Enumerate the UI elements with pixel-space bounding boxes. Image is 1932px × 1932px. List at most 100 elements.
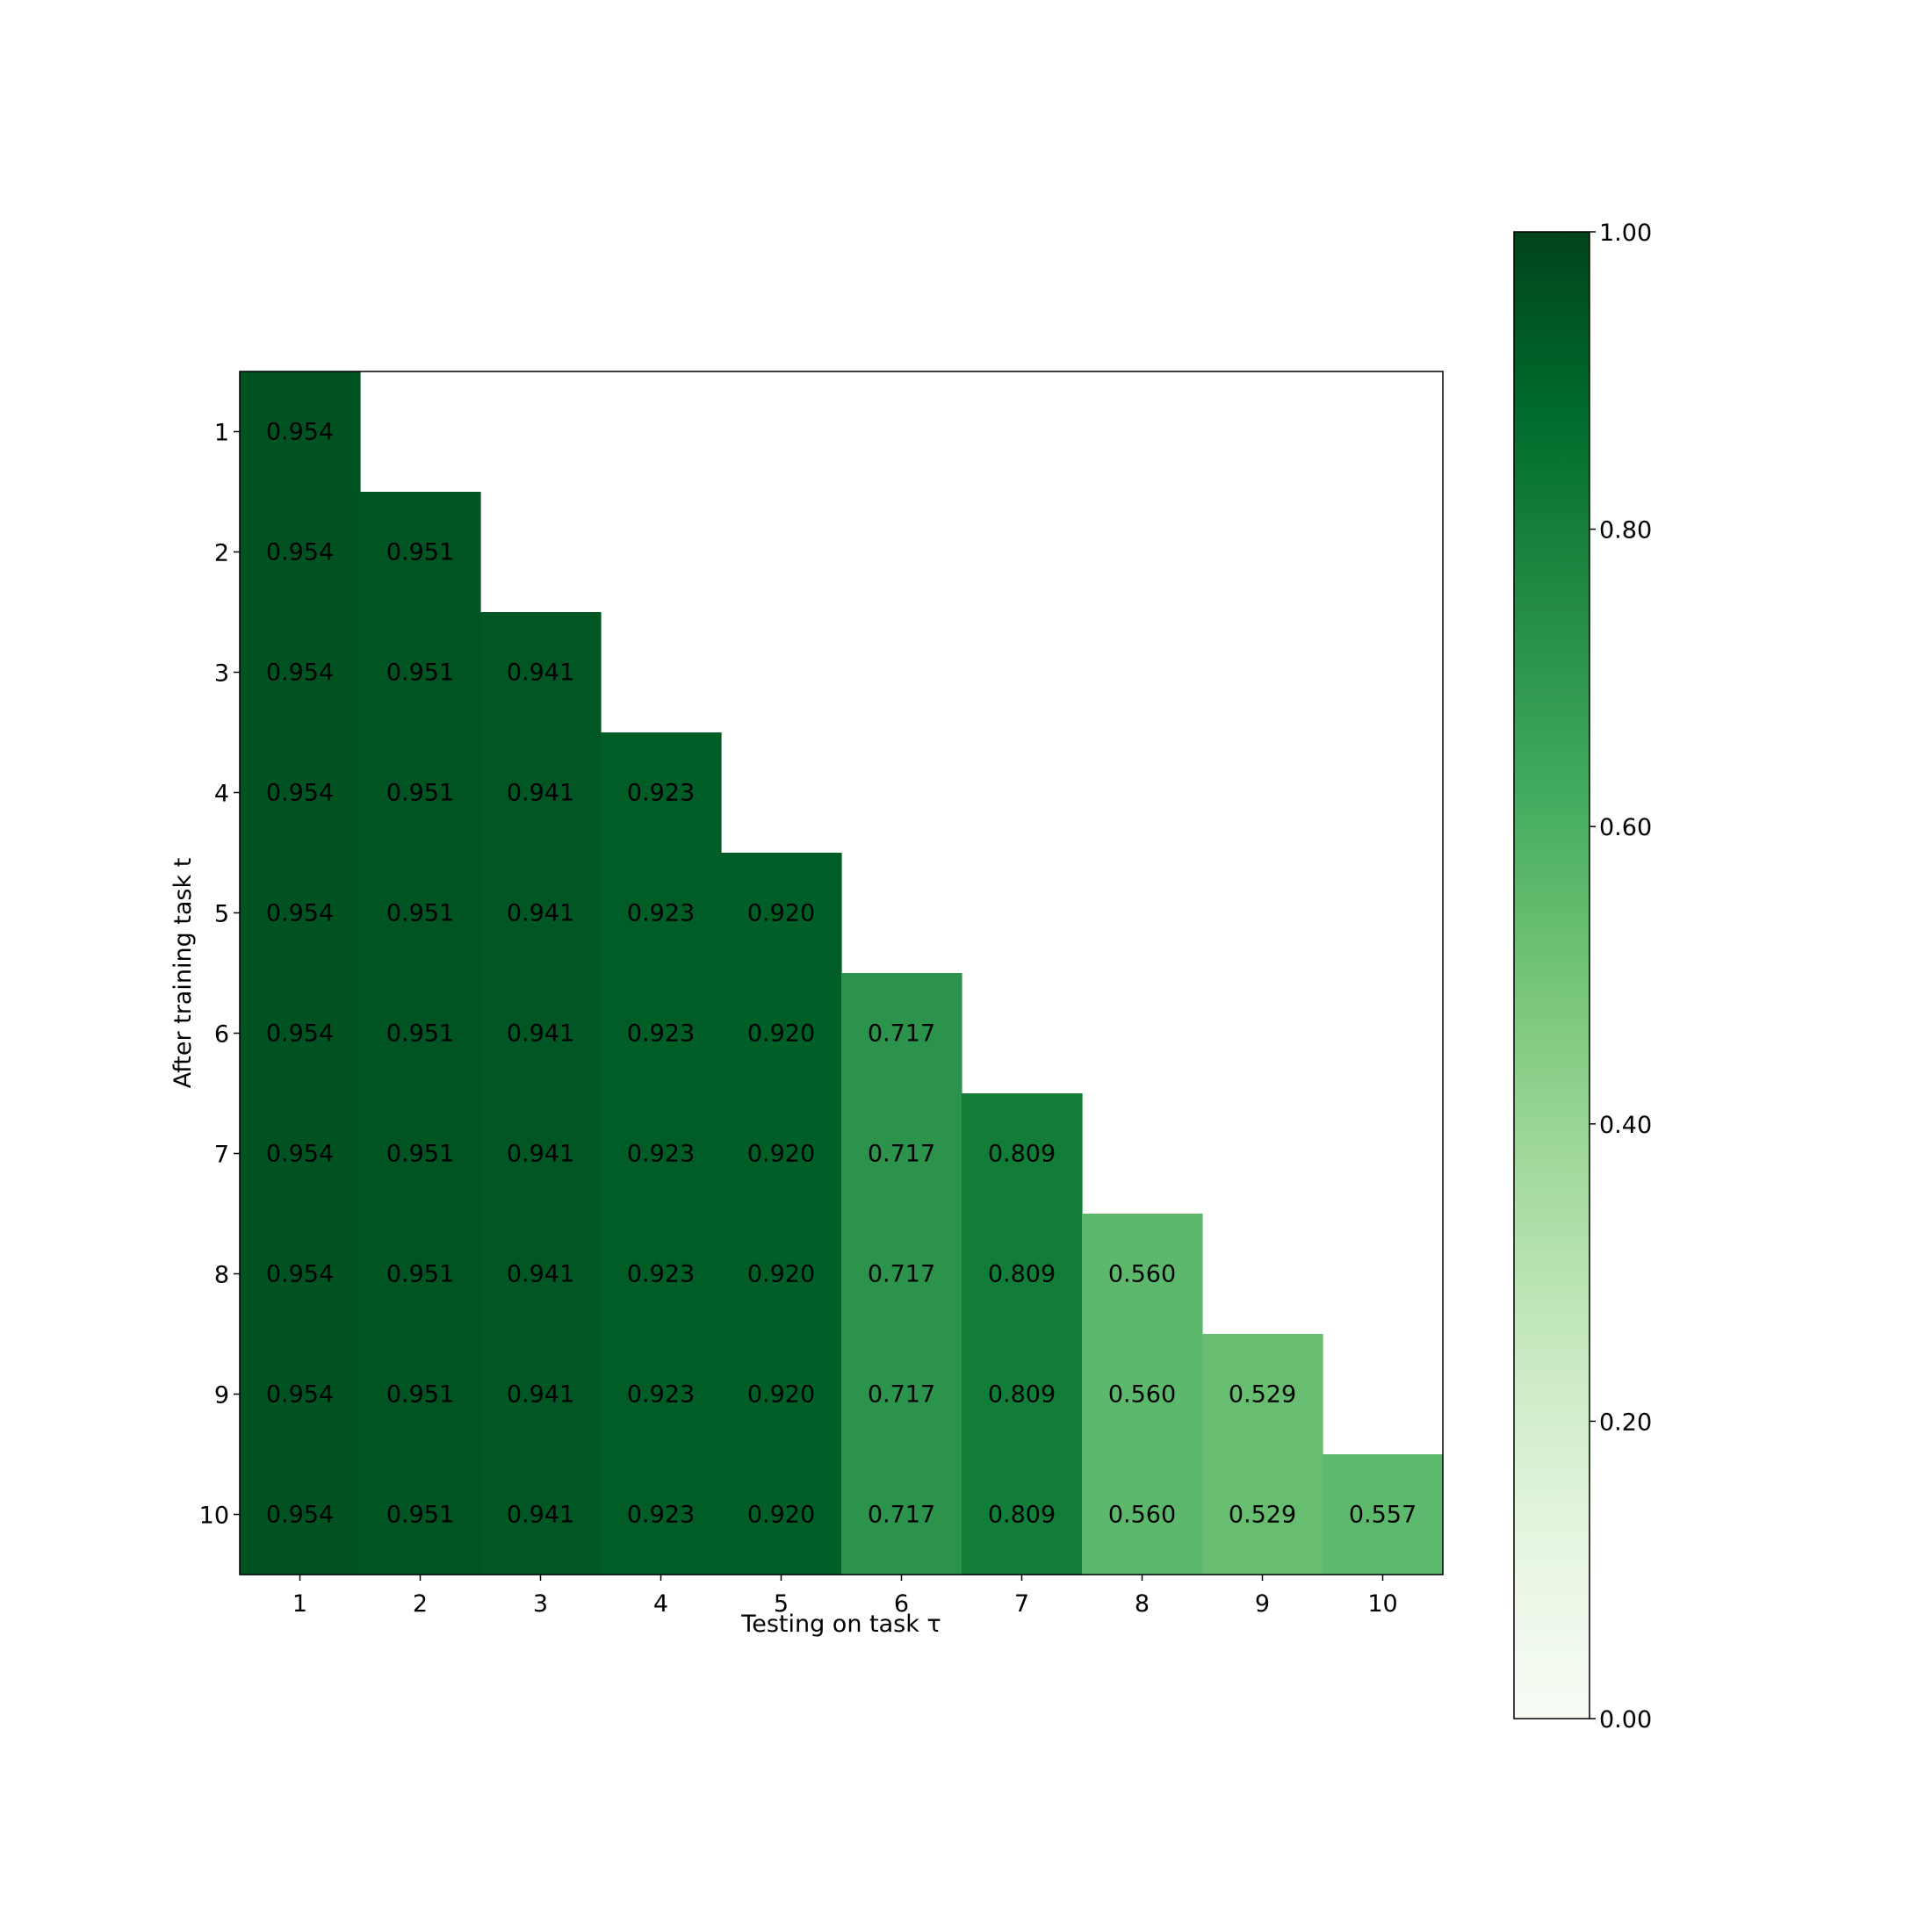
heatmap-cell [240,1334,361,1455]
colorbar-tick-label: 0.60 [1599,814,1652,841]
cell-value-label: 0.951 [386,660,454,687]
cell-value-label: 0.560 [1108,1381,1176,1409]
cell-value-label: 0.920 [747,1261,815,1288]
heatmap-cell [480,1214,602,1335]
cell-value-label: 0.717 [868,1020,935,1048]
cell-value-label: 0.557 [1349,1502,1417,1529]
cell-value-label: 0.951 [386,780,454,807]
cell-value-label: 0.954 [266,900,334,927]
x-tick-label: 1 [292,1590,307,1618]
heatmap-cell [240,492,361,613]
heatmap-cell [601,973,722,1094]
cell-value-label: 0.529 [1229,1502,1296,1529]
heatmap-cell [601,853,722,974]
cell-value-label: 0.941 [507,660,574,687]
cell-value-label: 0.923 [627,1261,695,1288]
colorbar-tick-label: 0.40 [1599,1112,1652,1139]
cell-value-label: 0.951 [386,1381,454,1409]
y-tick-label: 9 [214,1382,229,1409]
cell-value-label: 0.941 [507,1502,574,1529]
heatmap-cell [962,1214,1083,1335]
heatmap-cell [240,1454,361,1575]
heatmap-cell [721,1214,842,1335]
heatmap-cell [240,371,361,493]
cell-value-label: 0.951 [386,900,454,927]
heatmap-cell [360,1334,481,1455]
y-tick-label: 2 [214,540,229,567]
cell-value-label: 0.941 [507,1381,574,1409]
cell-value-label: 0.954 [266,660,334,687]
heatmap-cell [360,492,481,613]
cell-value-label: 0.920 [747,1381,815,1409]
heatmap-cell [480,853,602,974]
heatmap-cell [480,973,602,1094]
heatmap-cell [601,1454,722,1575]
heatmap-cell [480,1093,602,1215]
cell-value-label: 0.954 [266,419,334,446]
cell-value-label: 0.941 [507,900,574,927]
cell-value-label: 0.954 [266,1141,334,1168]
cell-value-label: 0.923 [627,1141,695,1168]
heatmap-cell [360,1454,481,1575]
heatmap-cell [240,1093,361,1215]
heatmap-cell [841,973,962,1094]
heatmap-cell [841,1454,962,1575]
heatmap-cells [240,371,1444,1575]
heatmap-cell [480,612,602,733]
y-tick-label: 4 [214,781,229,808]
y-tick-label: 7 [214,1142,229,1169]
heatmap-cell [601,1334,722,1455]
cell-value-label: 0.954 [266,1502,334,1529]
cell-value-label: 0.560 [1108,1502,1176,1529]
heatmap-cell [360,732,481,854]
cell-value-label: 0.951 [386,539,454,566]
cell-value-label: 0.954 [266,780,334,807]
cell-value-label: 0.920 [747,1020,815,1048]
heatmap-cell [962,1334,1083,1455]
y-tick-label: 1 [214,420,229,447]
cell-value-label: 0.923 [627,900,695,927]
cell-value-label: 0.951 [386,1141,454,1168]
heatmap-cell [721,1093,842,1215]
cell-value-label: 0.923 [627,1381,695,1409]
heatmap-cell [601,732,722,854]
heatmap-cell [1082,1334,1203,1455]
y-tick-label: 6 [214,1021,229,1049]
heatmap-cell [841,1093,962,1215]
x-axis-ticks: 1 2 3 4 5 6 7 8 9 10 [292,1575,1398,1618]
cell-value-label: 0.560 [1108,1261,1176,1288]
heatmap-cell [1323,1454,1444,1575]
x-tick-label: 10 [1367,1590,1397,1618]
colorbar-tick-label: 1.00 [1599,220,1652,247]
cell-value-label: 0.920 [747,1141,815,1168]
cell-value-label: 0.529 [1229,1381,1296,1409]
heatmap-cell [480,732,602,854]
heatmap-cell [360,1093,481,1215]
cell-value-label: 0.923 [627,780,695,807]
heatmap-cell [360,612,481,733]
colorbar-tick-label: 0.00 [1599,1706,1652,1734]
heatmap-cell [962,1093,1083,1215]
cell-value-label: 0.954 [266,1381,334,1409]
cell-value-label: 0.717 [868,1381,935,1409]
cell-value-label: 0.954 [266,539,334,566]
y-tick-label: 3 [214,660,229,688]
heatmap-cell [721,853,842,974]
cell-value-label: 0.941 [507,1261,574,1288]
heatmap-cell [360,1214,481,1335]
cell-value-label: 0.951 [386,1020,454,1048]
x-tick-label: 5 [774,1590,789,1618]
heatmap-cell [841,1334,962,1455]
heatmap-cell [601,1093,722,1215]
x-axis-label: Testing on task τ [740,1611,941,1638]
cell-value-label: 0.717 [868,1261,935,1288]
heatmap-cell [480,1454,602,1575]
heatmap-cell [240,853,361,974]
cell-value-label: 0.809 [988,1261,1056,1288]
cell-value-label: 0.717 [868,1141,935,1168]
cell-value-label: 0.954 [266,1020,334,1048]
y-tick-label: 5 [214,901,229,928]
heatmap-cell [360,973,481,1094]
x-tick-label: 9 [1255,1590,1270,1618]
